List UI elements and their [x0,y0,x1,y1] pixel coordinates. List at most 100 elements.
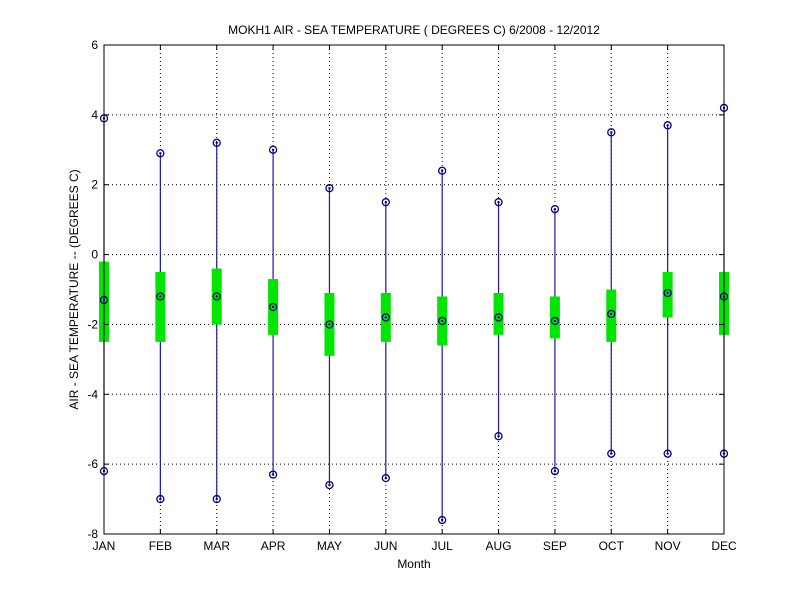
min-point-sep [550,466,560,476]
marker-dot [215,295,218,298]
x-tick-label: NOV [655,539,681,553]
x-tick-label: JAN [93,539,116,553]
marker-ring [607,309,616,319]
marker-dot [384,476,388,480]
marker-ring [325,480,334,490]
max-point-feb [156,149,165,158]
max-point-sep [550,205,560,214]
y-tick-label: -6 [87,457,98,471]
marker-ring [663,449,672,458]
marker-dot [271,473,275,476]
x-tick-label: AUG [486,539,512,553]
mean-point-feb [156,292,165,301]
marker-dot [610,452,613,455]
marker-ring [438,515,447,525]
marker-dot [215,141,218,144]
marker-dot [497,200,500,204]
marker-ring [494,432,503,441]
ticks: -8 -6 -4 -2 0 2 4 6 JAN FEB MAR APR MAY JUN JUL AUG SEP O… [87,38,737,553]
marker-ring [156,292,165,301]
x-tick-label: JUL [432,539,454,553]
mean-point-jun [381,313,390,322]
marker-ring [550,316,560,326]
x-tick-label: MAR [203,539,230,553]
max-point-apr [268,145,278,154]
marker-ring [268,470,278,479]
marker-dot [610,131,613,134]
min-point-jul [438,515,447,525]
x-tick-label: FEB [149,539,172,553]
y-tick-label: 4 [91,108,98,122]
x-tick-label: JUN [374,539,397,553]
marker-dot [666,291,669,295]
y-tick-label: 2 [91,178,98,192]
min-point-aug [494,432,503,441]
marker-ring [212,292,221,301]
marker-dot [666,124,669,127]
box-feb [155,272,166,342]
marker-dot [328,187,331,190]
marker-dot [328,483,331,487]
marker-ring [212,494,221,504]
marker-ring [550,205,560,214]
y-tick-label: 6 [91,38,98,52]
marker-dot [553,319,557,323]
marker-dot [440,169,444,172]
marker-dot [497,316,500,319]
marker-dot [159,295,162,298]
marker-ring [607,449,616,458]
marker-ring [381,313,390,322]
marker-dot [328,323,331,326]
marker-ring [212,138,221,147]
x-tick-label: SEP [543,539,567,553]
axes-frame [103,44,725,535]
marker-ring [607,128,616,137]
marker-ring [268,302,278,312]
marker-ring [156,494,165,504]
y-tick-label: -4 [87,387,98,401]
x-tick-label: OCT [599,539,625,553]
y-axis-label: AIR - SEA TEMPERATURE -- (DEGREES C) [67,169,81,409]
min-point-mar [212,494,221,504]
plot-area [104,45,724,534]
x-tick-label: MAY [317,539,342,553]
marker-ring [156,149,165,158]
y-tick-label: 0 [91,248,98,262]
marker-ring [663,121,672,130]
max-point-nov [663,121,672,130]
max-point-jun [381,198,390,207]
marker-dot [384,200,388,204]
marker-dot [271,305,275,309]
marker-dot [159,497,162,501]
mean-point-apr [268,302,278,312]
marker-dot [666,452,669,455]
marker-dot [497,435,500,438]
marker-ring [438,316,447,326]
marker-ring [268,145,278,154]
mean-point-mar [212,292,221,301]
marker-dot [553,469,557,473]
x-tick-label: APR [261,539,286,553]
min-point-apr [268,470,278,479]
max-point-aug [494,198,503,207]
mean-point-jul [438,316,447,326]
marker-dot [271,148,275,151]
mean-point-nov [663,288,672,298]
marker-dot [215,497,218,501]
mean-point-may [325,320,334,329]
max-point-oct [607,128,616,137]
min-point-jun [381,473,390,483]
marker-dot [159,152,162,155]
marker-ring [381,473,390,483]
marker-ring [381,198,390,207]
box-nov [662,272,673,318]
mean-point-oct [607,309,616,319]
marker-ring [550,466,560,476]
marker-dot [384,316,388,319]
min-point-oct [607,449,616,458]
marker-ring [663,288,672,298]
mean-point-sep [550,316,560,326]
min-point-nov [663,449,672,458]
max-point-mar [212,138,221,147]
marker-dot [610,312,613,316]
